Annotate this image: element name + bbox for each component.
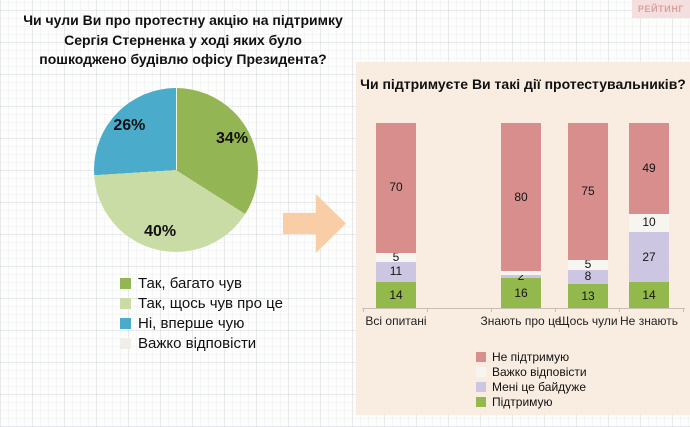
bar-segment xyxy=(501,274,541,279)
category-label: Знають про це xyxy=(480,314,562,328)
legend-swatch xyxy=(120,337,131,349)
bar-value-label: 5 xyxy=(584,257,592,272)
pie-chart-title: Чи чули Ви про протестну акцію на підтри… xyxy=(23,12,343,68)
bar-segment xyxy=(376,261,416,283)
arrow-right-icon xyxy=(283,194,346,253)
legend-label: Так, щось чув про це xyxy=(138,294,283,312)
bar-segment xyxy=(568,260,608,270)
legend-swatch xyxy=(120,277,131,289)
legend-item: Мені це байдуже xyxy=(476,379,587,394)
bar-segment xyxy=(629,213,669,233)
x-axis-tick xyxy=(683,308,684,312)
pie-value-label: 26% xyxy=(113,117,146,135)
bar-value-label: 14 xyxy=(642,287,656,302)
pie-value-label: 34% xyxy=(216,130,249,148)
bar-value-label: 11 xyxy=(389,264,403,279)
bar-value-label: 2 xyxy=(517,269,525,284)
x-axis-tick xyxy=(619,308,620,312)
legend-swatch xyxy=(476,366,486,377)
legend-swatch xyxy=(476,381,486,392)
bar-value-label: 27 xyxy=(642,249,656,264)
bar-segment xyxy=(568,269,608,285)
bar-value-label: 13 xyxy=(581,288,595,303)
bar-segment xyxy=(629,232,669,283)
bar-value-label: 70 xyxy=(389,180,403,195)
bar-segment xyxy=(568,123,608,261)
bar-value-label: 49 xyxy=(642,160,656,175)
legend-item: Не підтримую xyxy=(476,349,587,364)
legend-item: Підтримую xyxy=(476,394,587,409)
legend-item: Важко відповісти xyxy=(120,333,283,353)
pie-value-label: 40% xyxy=(144,222,177,240)
bar-segment xyxy=(501,123,541,271)
bar-value-label: 5 xyxy=(392,249,400,264)
pie-legend: Так, багато чув Так, щось чув про це Ні, в… xyxy=(120,273,283,353)
category-label: Щось чули xyxy=(558,314,618,328)
bar-value-label: 14 xyxy=(389,287,403,302)
bar-segment xyxy=(501,271,541,275)
bar-chart-panel: Чи підтримуєте Ви такі дії протестувальн… xyxy=(356,62,690,415)
bar-segment xyxy=(629,123,669,214)
legend-item: Так, щось чув про це xyxy=(120,293,283,313)
legend-item: Так, багато чув xyxy=(120,273,283,293)
category-label: Всі опитані xyxy=(365,314,427,328)
legend-swatch xyxy=(120,317,131,329)
legend-swatch xyxy=(476,351,486,362)
x-axis-tick xyxy=(427,308,428,312)
bar-segment xyxy=(376,282,416,308)
bar-legend: Не підтримую Важко відповісти Мені це байд… xyxy=(476,349,587,409)
bar-value-label: 8 xyxy=(584,269,592,284)
legend-label: Важко відповісти xyxy=(138,334,257,352)
legend-label: Ні, вперше чую xyxy=(138,314,245,332)
bar-segment xyxy=(376,123,416,253)
legend-label: Не підтримую xyxy=(492,349,570,364)
x-axis-tick xyxy=(363,308,364,312)
bar-value-label: 80 xyxy=(514,189,528,204)
x-axis-tick xyxy=(555,308,556,312)
legend-label: Важко відповісти xyxy=(492,364,587,379)
brand-logo: РЕЙТИНГ xyxy=(632,0,690,18)
legend-swatch xyxy=(476,396,486,407)
bar-value-label: 75 xyxy=(581,184,595,199)
legend-item: Ні, вперше чую xyxy=(120,313,283,333)
legend-swatch xyxy=(120,297,131,309)
legend-item: Важко відповісти xyxy=(476,364,587,379)
bar-segment xyxy=(501,278,541,308)
pie-slice-divider xyxy=(176,88,177,170)
x-axis xyxy=(362,308,685,309)
bar-value-label: 16 xyxy=(514,285,528,300)
bar-segment xyxy=(376,252,416,262)
pie-chart: 34% 40% 26% xyxy=(94,88,258,252)
bar-segment xyxy=(568,284,608,308)
bar-segment xyxy=(629,282,669,308)
bar-value-label: 10 xyxy=(642,215,656,230)
x-axis-tick xyxy=(491,308,492,312)
bar-chart-title: Чи підтримуєте Ви такі дії протестувальн… xyxy=(360,76,686,92)
legend-label: Мені це байдуже xyxy=(492,379,586,394)
legend-label: Підтримую xyxy=(492,394,553,409)
category-label: Не знають xyxy=(620,314,678,328)
legend-label: Так, багато чув xyxy=(138,274,242,292)
